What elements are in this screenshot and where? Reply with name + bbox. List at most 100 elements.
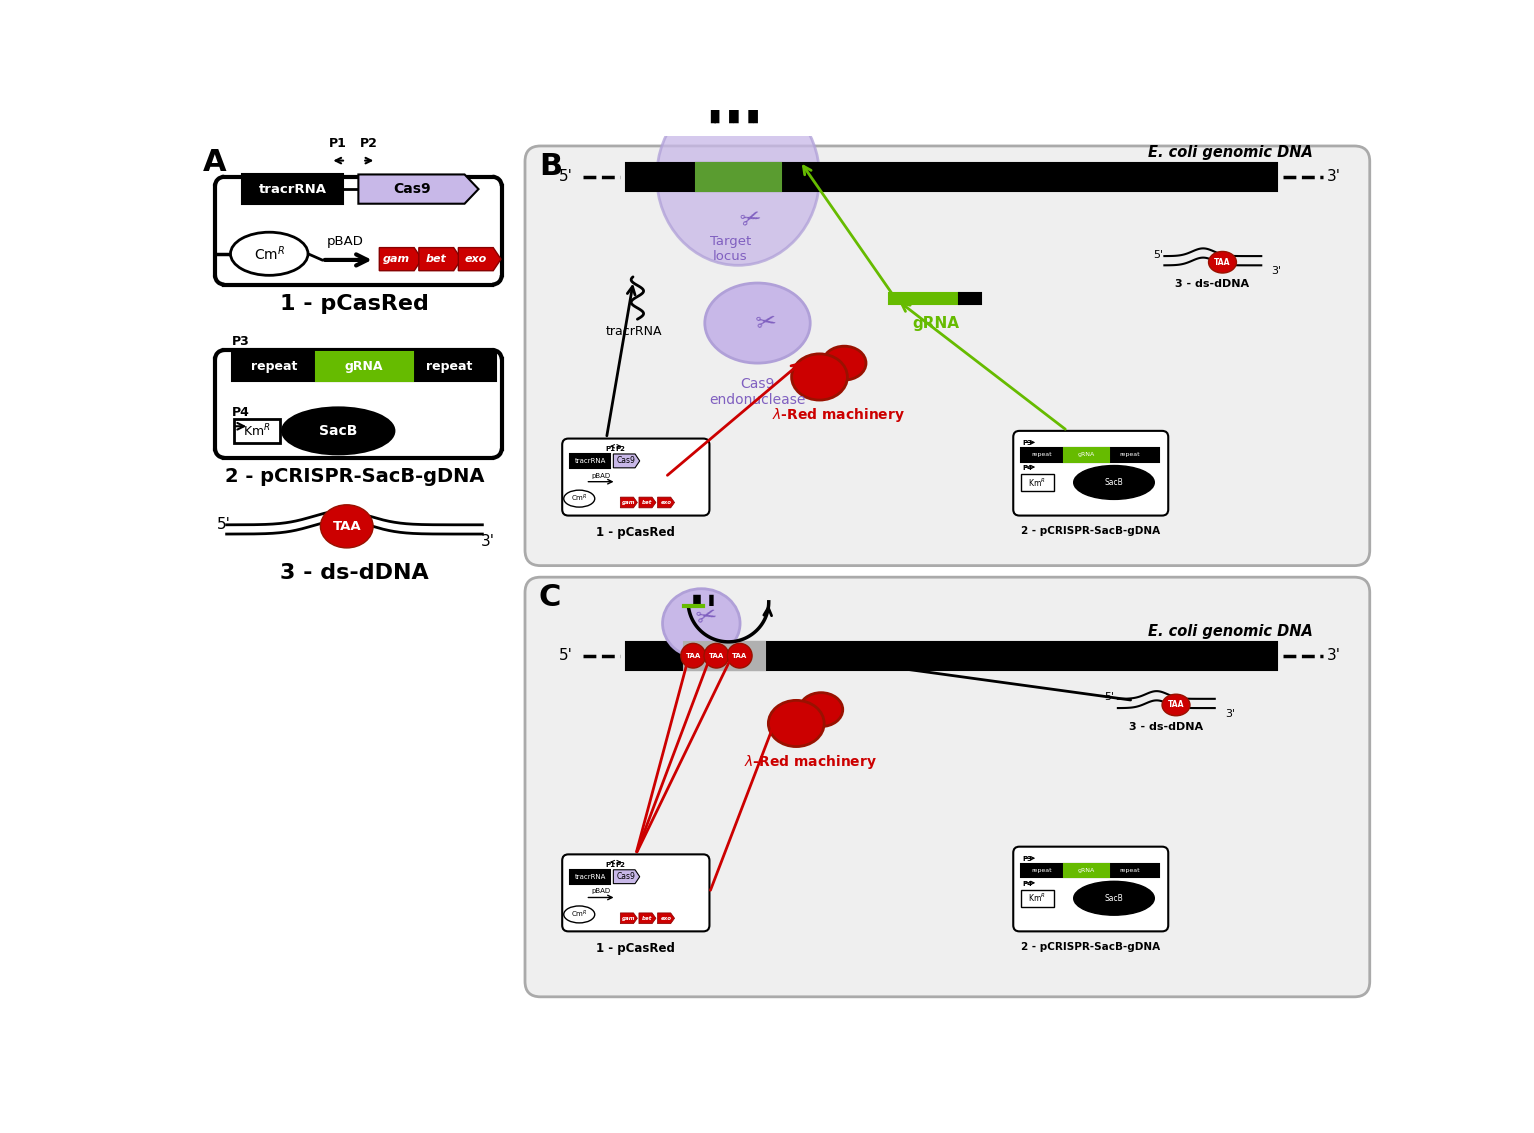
Text: 3': 3' [1272, 266, 1281, 276]
Text: repeat: repeat [1120, 452, 1140, 458]
Text: tracrRNA: tracrRNA [606, 325, 661, 339]
Text: pBAD: pBAD [592, 888, 611, 894]
Bar [959, 293, 980, 304]
Polygon shape [620, 497, 637, 508]
Polygon shape [459, 248, 502, 271]
Text: Km$^R$: Km$^R$ [1028, 476, 1046, 488]
FancyBboxPatch shape [561, 438, 709, 516]
Text: TAA: TAA [732, 653, 747, 658]
Bar [316, 351, 413, 381]
Text: exo: exo [661, 915, 672, 921]
Text: Cm$^R$: Cm$^R$ [571, 909, 588, 920]
Text: P4: P4 [232, 406, 250, 418]
Text: 3 - ds-dDNA: 3 - ds-dDNA [1129, 722, 1203, 732]
Bar [695, 163, 781, 190]
Bar [1063, 448, 1109, 461]
Bar [232, 351, 495, 381]
Text: 1 - pCasRed: 1 - pCasRed [281, 293, 430, 314]
Ellipse shape [1209, 252, 1236, 273]
Text: repeat: repeat [426, 359, 472, 373]
Text: 2 - pCRISPR-SacB-gDNA: 2 - pCRISPR-SacB-gDNA [225, 467, 485, 486]
Ellipse shape [282, 408, 394, 454]
FancyBboxPatch shape [1014, 431, 1169, 516]
Text: pBAD: pBAD [592, 472, 611, 478]
Polygon shape [620, 913, 637, 923]
Ellipse shape [1074, 466, 1154, 500]
Text: 3': 3' [480, 535, 495, 550]
Text: E. coli genomic DNA: E. coli genomic DNA [1147, 624, 1313, 639]
Text: Km$^R$: Km$^R$ [242, 423, 270, 440]
FancyBboxPatch shape [525, 146, 1370, 565]
Text: 3': 3' [1327, 648, 1341, 663]
Bar [571, 454, 611, 468]
Bar [571, 870, 611, 884]
Text: 5': 5' [1152, 249, 1163, 259]
Ellipse shape [663, 589, 739, 658]
Text: bet: bet [643, 915, 652, 921]
Text: P2: P2 [615, 446, 624, 452]
Text: 5': 5' [216, 518, 230, 533]
Text: pBAD: pBAD [327, 235, 364, 248]
Bar [684, 642, 765, 670]
Text: exo: exo [465, 254, 486, 264]
Text: Cas9: Cas9 [617, 872, 637, 881]
Text: 2 - pCRISPR-SacB-gDNA: 2 - pCRISPR-SacB-gDNA [1022, 527, 1160, 536]
Ellipse shape [1074, 881, 1154, 915]
Text: repeat: repeat [1120, 868, 1140, 874]
Text: Cas9: Cas9 [617, 457, 637, 466]
Text: Cas9: Cas9 [393, 182, 431, 196]
Text: gam: gam [623, 500, 635, 505]
Text: Cm$^R$: Cm$^R$ [253, 245, 285, 263]
Polygon shape [419, 248, 462, 271]
Text: ✂: ✂ [738, 205, 765, 235]
Text: TAA: TAA [709, 653, 724, 658]
Text: E. coli genomic DNA: E. coli genomic DNA [1147, 145, 1313, 160]
Bar [233, 418, 281, 443]
Polygon shape [359, 174, 479, 204]
Text: $\lambda$-Red machinery: $\lambda$-Red machinery [744, 752, 877, 770]
Text: TAA: TAA [1167, 700, 1184, 709]
Text: gRNA: gRNA [1077, 452, 1095, 458]
Ellipse shape [1163, 695, 1190, 716]
Ellipse shape [799, 692, 842, 726]
Bar [890, 293, 959, 304]
Text: P3: P3 [232, 334, 250, 348]
Text: 3': 3' [1224, 709, 1235, 719]
Ellipse shape [822, 347, 867, 380]
Text: P2: P2 [615, 862, 624, 868]
FancyBboxPatch shape [561, 854, 709, 931]
Text: Km$^R$: Km$^R$ [1028, 892, 1046, 904]
Text: gRNA: gRNA [345, 359, 384, 373]
Ellipse shape [565, 906, 595, 923]
Text: repeat: repeat [250, 359, 298, 373]
Bar [1063, 863, 1109, 877]
Bar [242, 174, 344, 204]
Text: tracrRNA: tracrRNA [574, 458, 606, 463]
Text: gRNA: gRNA [913, 316, 959, 331]
Text: 5': 5' [1104, 692, 1114, 702]
Bar [1022, 863, 1160, 877]
Text: ▐▌▐▌▐▌: ▐▌▐▌▐▌ [706, 110, 762, 123]
Polygon shape [640, 497, 657, 508]
Text: P4: P4 [1023, 465, 1032, 471]
Text: P3: P3 [1023, 857, 1032, 862]
Text: P3: P3 [1023, 441, 1032, 446]
Text: SacB: SacB [319, 424, 357, 437]
Text: Cas9
endonuclease: Cas9 endonuclease [709, 377, 805, 407]
Text: B: B [538, 152, 561, 181]
Text: TAA: TAA [686, 653, 701, 658]
Text: ✂: ✂ [695, 603, 721, 631]
Text: P2: P2 [360, 137, 379, 150]
Polygon shape [379, 248, 422, 271]
Text: 3': 3' [1327, 169, 1341, 185]
Text: TAA: TAA [1215, 257, 1230, 266]
Text: 1 - pCasRed: 1 - pCasRed [597, 943, 675, 955]
Polygon shape [658, 497, 675, 508]
Polygon shape [658, 913, 675, 923]
FancyBboxPatch shape [525, 577, 1370, 997]
Bar [1022, 474, 1054, 491]
Text: A: A [202, 147, 225, 177]
Ellipse shape [230, 232, 308, 275]
Ellipse shape [704, 283, 810, 363]
Ellipse shape [727, 644, 752, 668]
